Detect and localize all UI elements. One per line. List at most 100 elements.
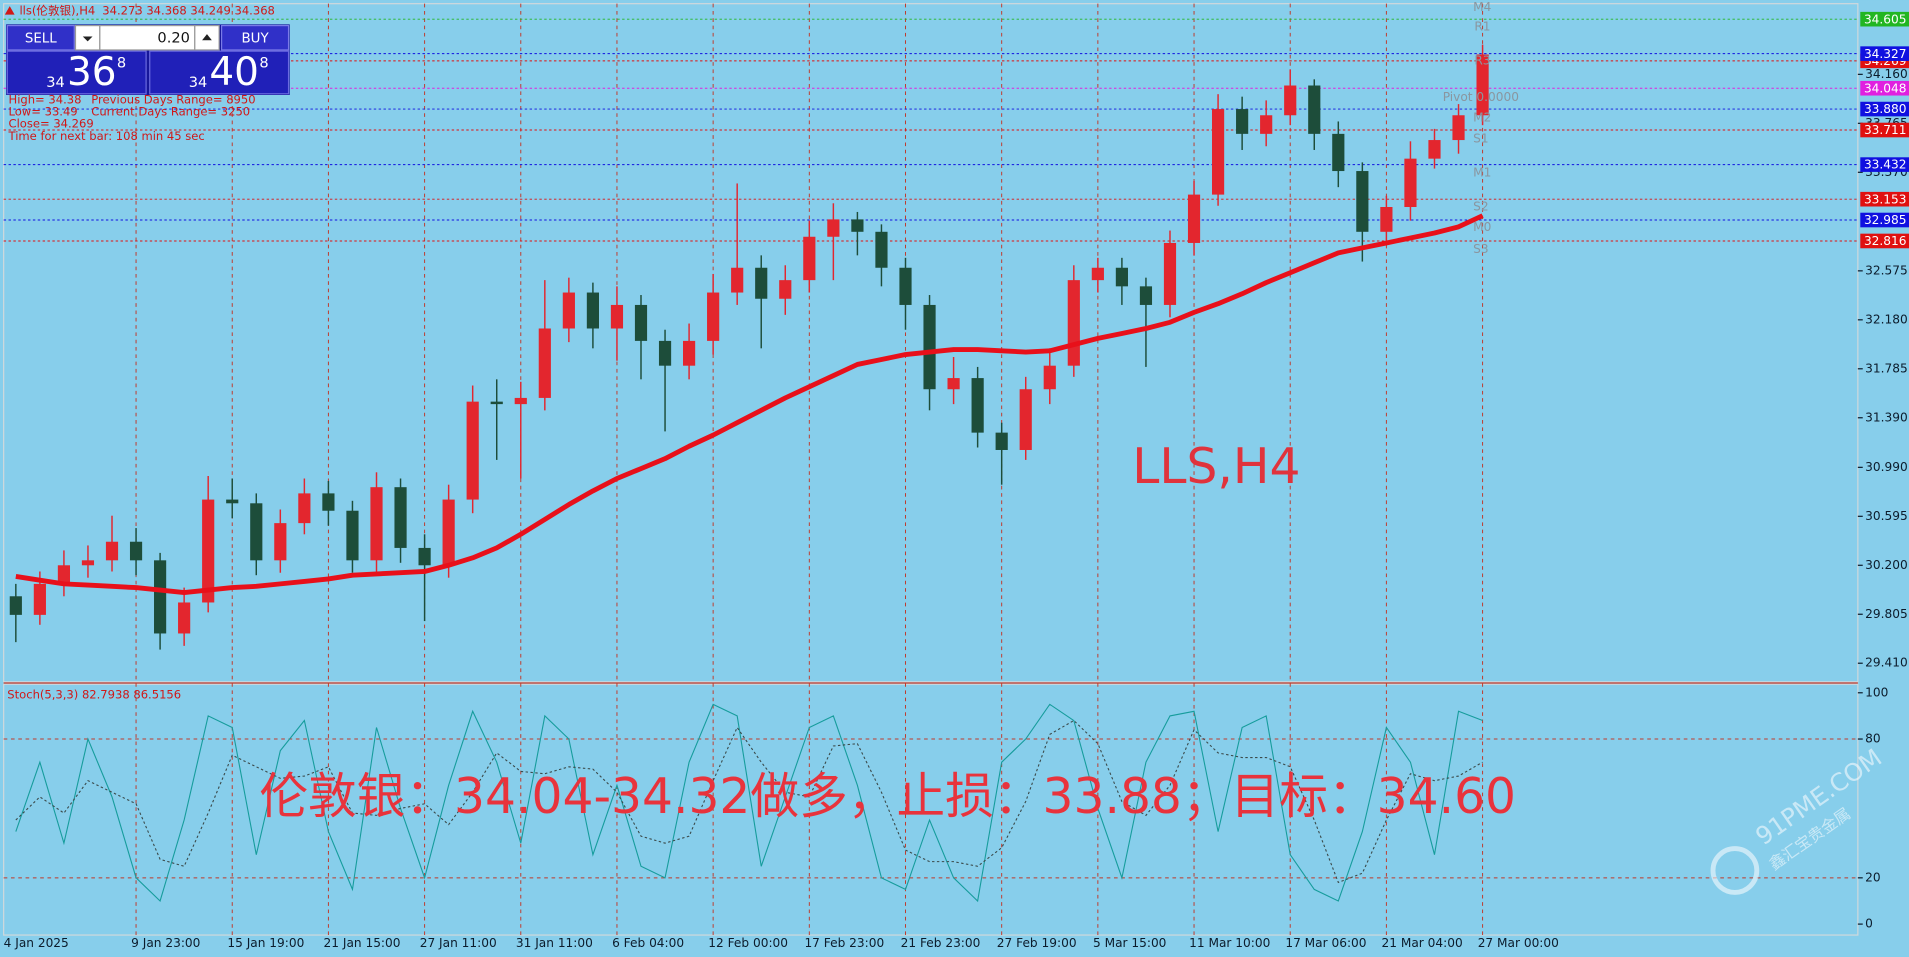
candle-body [586, 292, 599, 329]
candle-body [1019, 389, 1032, 450]
sell-price-box[interactable] [6, 50, 147, 95]
candle-body [1115, 267, 1128, 287]
pivot-label: S3 [1473, 242, 1488, 256]
buy-price-big: 34 [189, 74, 208, 91]
y-tick-label: 32.575 [1865, 263, 1908, 277]
candle-body [322, 493, 335, 511]
pivot-label: Pivot 0.0000 [1443, 90, 1519, 104]
candle-body [538, 328, 551, 398]
price-level-label: 33.153 [1864, 192, 1907, 206]
candle-body [683, 340, 696, 366]
y-tick-label: 80 [1865, 732, 1880, 746]
y-tick-label: 0 [1865, 917, 1873, 931]
candle-body [1284, 85, 1297, 116]
x-tick-label: 21 Feb 23:00 [901, 936, 981, 950]
x-tick-label: 17 Mar 06:00 [1285, 936, 1366, 950]
sell-price-big: 34 [46, 74, 65, 91]
sell-price-frac: 8 [117, 54, 126, 71]
x-tick-label: 21 Mar 04:00 [1382, 936, 1463, 950]
candle-body [562, 292, 575, 329]
price-level-tag [1860, 191, 1909, 207]
lot-down-arrow [82, 36, 93, 42]
candle-body [1139, 286, 1153, 305]
levels-layer [3, 18, 1858, 879]
y-tick-label: 100 [1865, 685, 1888, 699]
sell-label[interactable]: SELL [25, 31, 57, 46]
candle-body [1404, 158, 1417, 208]
info-current-range: Current Days Range= 3250 [91, 105, 250, 119]
candle-body [1380, 207, 1393, 232]
x-tick-label: 11 Mar 10:00 [1189, 936, 1270, 950]
header-icon [4, 6, 15, 15]
price-level-tag [1860, 11, 1909, 27]
logo-ring [1710, 846, 1760, 895]
price-level-label: 34.048 [1864, 81, 1907, 95]
x-tick-label: 27 Jan 11:00 [420, 936, 497, 950]
candle-body [442, 499, 455, 566]
candle-body [274, 523, 287, 561]
candle-body [1187, 194, 1201, 243]
candle-body [81, 560, 95, 566]
candle-body [923, 304, 936, 390]
candle-body [298, 493, 311, 524]
info-next-bar: Time for next bar: 108 min 45 sec [8, 129, 205, 143]
price-level-tag [1860, 157, 1909, 172]
candle-body [154, 560, 167, 634]
candle-body [1308, 85, 1321, 134]
price-level-label: 34.605 [1864, 12, 1907, 26]
price-level-tag [1860, 233, 1909, 249]
price-level-tag [1860, 122, 1909, 138]
buy-price-box[interactable] [149, 50, 290, 95]
x-tick-label: 6 Feb 04:00 [612, 936, 684, 950]
axis-layer: 4 Jan 2025 9 Jan 23:00 15 Jan 19:00 21 Jan … [4, 11, 1909, 950]
info-high: High= 34.38 [9, 92, 82, 106]
x-tick-label: 4 Jan 2025 [4, 936, 69, 950]
header-symbol: lls(伦敦银),H4 [19, 3, 95, 17]
candle-body [57, 565, 71, 584]
x-tick-label: 12 Feb 00:00 [708, 936, 788, 950]
sell-price-pips: 36 [67, 50, 117, 95]
candle-body [1163, 242, 1177, 305]
y-tick-label: 29.805 [1865, 607, 1908, 621]
y-tick-label: 32.180 [1865, 312, 1908, 326]
buy-button[interactable] [220, 24, 290, 51]
pivot-label: R1 [1474, 19, 1490, 33]
info-close: Close= 34.269 [9, 117, 94, 131]
y-tick-label: 31.785 [1865, 361, 1908, 375]
stoch-line [15, 703, 1483, 903]
candle-body [851, 219, 864, 232]
y-tick-label: 30.200 [1865, 558, 1908, 572]
candle-body [947, 378, 960, 390]
buy-price-pips: 40 [209, 50, 259, 95]
candle-body [1476, 54, 1489, 116]
sell-button[interactable] [6, 24, 75, 51]
candle-body [1332, 133, 1345, 172]
y-tick-label: 29.410 [1865, 656, 1908, 670]
lot-field[interactable] [99, 24, 196, 51]
candle-body [346, 510, 359, 561]
info-low: Low= 33.49 [9, 105, 78, 119]
candle-body [9, 596, 22, 615]
candle-body [875, 231, 888, 268]
candle-body [418, 547, 431, 566]
candle-body [1260, 115, 1273, 134]
buy-price-frac: 8 [259, 54, 268, 71]
price-level-label: 33.880 [1864, 102, 1907, 116]
buy-label[interactable]: BUY [241, 31, 269, 46]
y-tick-label: 34.160 [1865, 67, 1908, 81]
candle-body [827, 219, 840, 237]
pivot-label: S2 [1473, 200, 1488, 214]
y-tick-label: 30.595 [1865, 509, 1908, 523]
candle-body [899, 267, 912, 305]
info-prev-range: Previous Days Range= 8950 [91, 92, 255, 106]
x-tick-label: 15 Jan 19:00 [227, 936, 304, 950]
candle-body [779, 280, 792, 299]
stoch-frame [3, 683, 1859, 936]
candle-body [490, 401, 503, 405]
lot-value[interactable]: 0.20 [157, 29, 190, 46]
candle-body [610, 304, 624, 329]
pivot-label: R3 [1474, 53, 1490, 67]
y-tick-label: 31.390 [1865, 410, 1908, 424]
price-level-tag [1860, 212, 1909, 228]
